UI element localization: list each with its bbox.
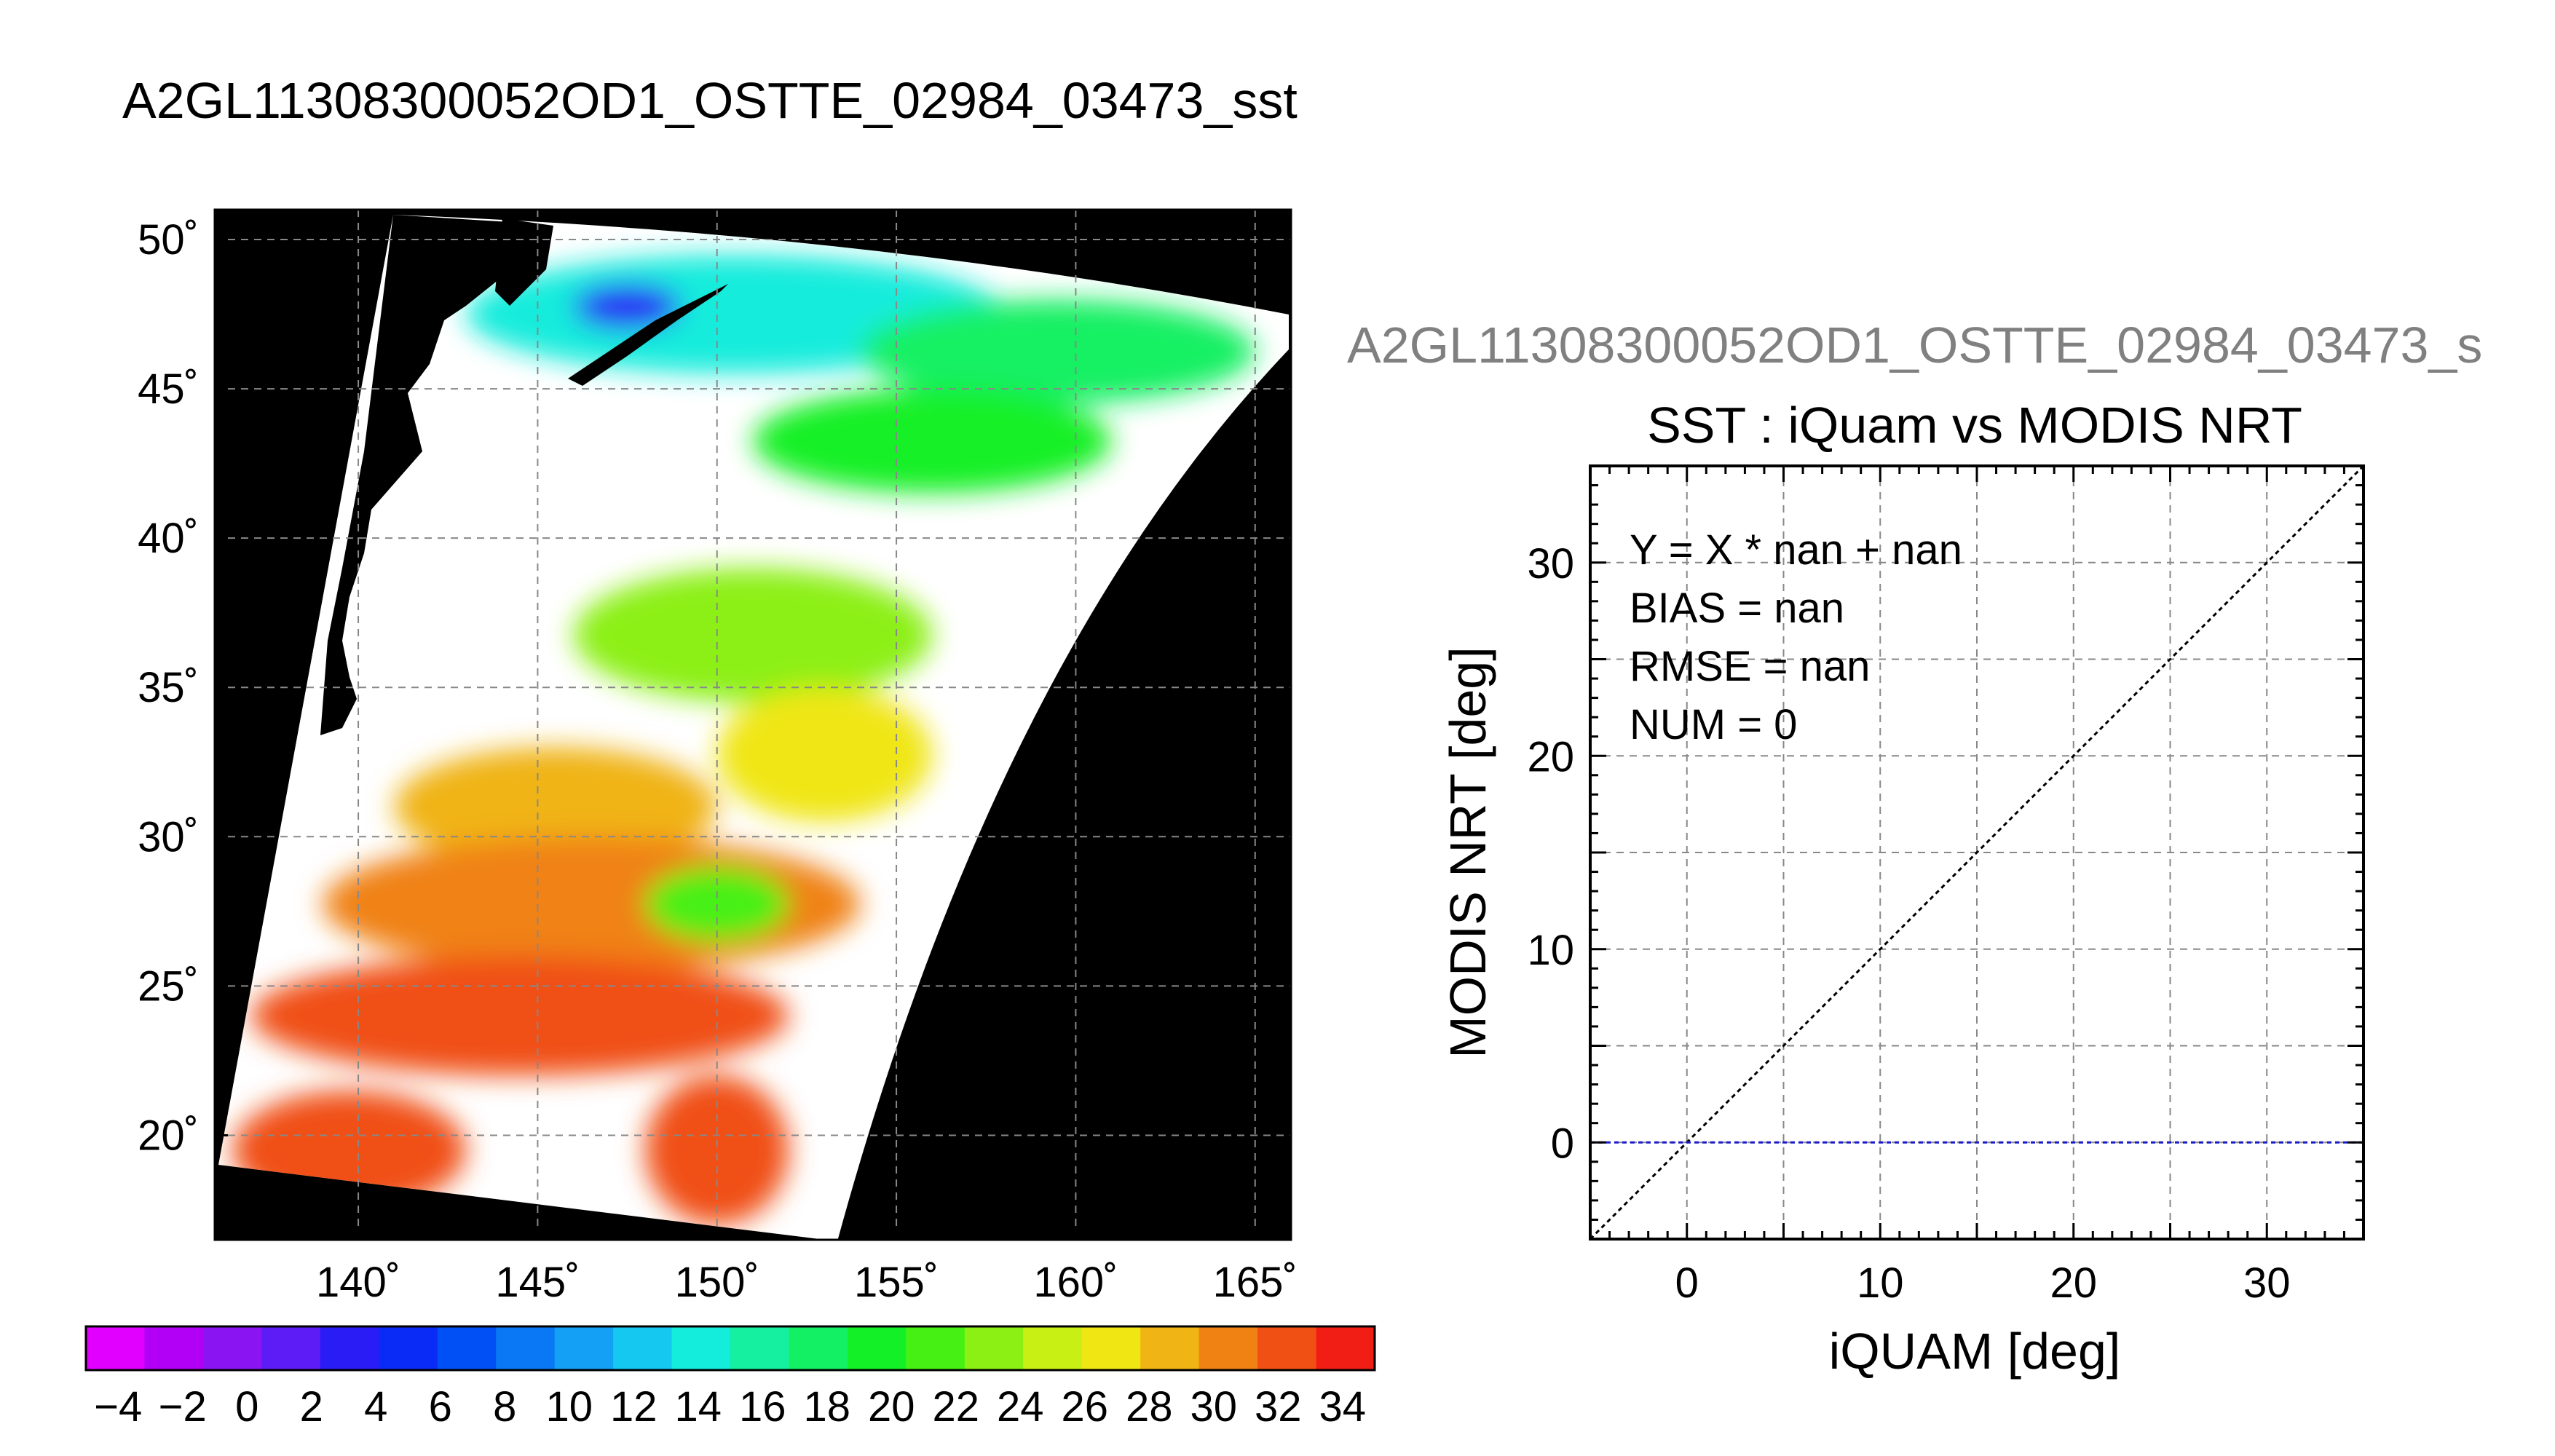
colorbar-cell: [320, 1326, 379, 1370]
scatter-stat-line: Y = X * nan + nan: [1630, 526, 1962, 574]
colorbar-cell: [1316, 1326, 1375, 1370]
colorbar-frame: [84, 1325, 1376, 1372]
sst-region: [573, 284, 682, 330]
sst-region: [250, 956, 789, 1076]
colorbar-tick-label: 24: [997, 1383, 1044, 1431]
colorbar-tick-label: −4: [94, 1383, 142, 1431]
colorbar-cell: [1257, 1326, 1317, 1370]
map-x-tick-label: 155˚: [854, 1259, 939, 1306]
colorbar-cell: [1198, 1326, 1258, 1370]
scatter-x-tick-label: 10: [1857, 1259, 1904, 1307]
scatter-frame: [1589, 464, 2365, 1241]
colorbar-tick-label: 6: [429, 1383, 452, 1431]
map-y-tick-label: 45˚: [138, 365, 199, 413]
map-x-tick-label: 165˚: [1213, 1259, 1298, 1306]
colorbar-cell: [379, 1326, 438, 1370]
colorbar-tick-label: 4: [364, 1383, 387, 1431]
colorbar-cell: [86, 1326, 145, 1370]
colorbar-cell: [789, 1326, 848, 1370]
colorbar-tick-label: 30: [1190, 1383, 1237, 1431]
map-x-tick-label: 160˚: [1033, 1259, 1118, 1306]
map-y-tick-label: 25˚: [138, 962, 199, 1010]
map-y-tick-label: 30˚: [138, 813, 199, 860]
colorbar-cell: [437, 1326, 497, 1370]
colorbar-cell: [202, 1326, 262, 1370]
map-y-tick-label: 20˚: [138, 1112, 199, 1159]
colorbar-tick-label: 20: [868, 1383, 915, 1431]
colorbar-tick-label: 0: [235, 1383, 258, 1431]
secondary-title: A2GL11308300052OD1_OSTTE_02984_03473_s: [1347, 317, 2482, 373]
colorbar-cell: [261, 1326, 321, 1370]
colorbar-tick-label: 26: [1061, 1383, 1108, 1431]
scatter-plot: SST : iQuam vs MODIS NRT 0 10 20 300102030 …: [1440, 397, 2365, 1380]
map-y-tick-label: 40˚: [138, 515, 199, 562]
scatter-x-tick-label: 20: [2050, 1259, 2097, 1307]
map-x-tick-label: 145˚: [495, 1259, 580, 1306]
map-x-tick-label: 150˚: [675, 1259, 759, 1306]
scatter-x-tick-label: 30: [2243, 1259, 2291, 1307]
colorbar-tick-label: 14: [674, 1383, 722, 1431]
colorbar-tick-label: 32: [1255, 1383, 1302, 1431]
sst-region: [716, 687, 933, 822]
map-y-tick-label: 50˚: [138, 216, 199, 264]
main-title: A2GL11308300052OD1_OSTTE_02984_03473_sst: [122, 72, 1298, 129]
sst-map: 140˚ 145˚ 150˚ 155˚ 160˚ 165˚ 20˚ 25˚ 30˚ 35˚ 40˚…: [138, 208, 1298, 1306]
colorbar-tick-label: 18: [803, 1383, 850, 1431]
map-frame: [213, 208, 1292, 1241]
colorbar-cell: [730, 1326, 789, 1370]
land-mask-japan: [320, 215, 510, 735]
colorbar-cell: [613, 1326, 673, 1370]
scatter-y-tick-label: 30: [1527, 540, 1574, 587]
colorbar-tick-label: 34: [1319, 1383, 1366, 1431]
sst-region: [573, 568, 933, 703]
colorbar-cell: [847, 1326, 907, 1370]
y-axis-label: MODIS NRT [deg]: [1440, 646, 1496, 1058]
colorbar-tick-label: 10: [545, 1383, 593, 1431]
sst-region: [645, 866, 789, 941]
colorbar-tick-label: 12: [610, 1383, 657, 1431]
colorbar-cell: [144, 1326, 204, 1370]
scatter-stat-line: NUM = 0: [1630, 701, 1797, 748]
map-y-tick-label: 35˚: [138, 664, 199, 711]
map-x-tick-label: 140˚: [316, 1259, 400, 1306]
scatter-stat-line: RMSE = nan: [1630, 643, 1870, 690]
colorbar-tick-label: 2: [300, 1383, 323, 1431]
colorbar-tick-label: 28: [1126, 1383, 1173, 1431]
scatter-y-tick-label: 20: [1527, 733, 1574, 780]
x-axis-label: iQUAM [deg]: [1829, 1323, 2121, 1380]
scatter-x-tick-label: 0: [1675, 1259, 1699, 1307]
colorbar-tick-label: −2: [159, 1383, 207, 1431]
colorbar-tick-label: 8: [493, 1383, 516, 1431]
sst-region: [753, 389, 1112, 494]
scatter-stat-line: BIAS = nan: [1630, 585, 1844, 632]
colorbar-cell: [554, 1326, 614, 1370]
colorbar-cell: [496, 1326, 556, 1370]
identity-line: [1589, 464, 2365, 1241]
colorbar-tick-label: 16: [739, 1383, 786, 1431]
colorbar-cell: [1140, 1326, 1200, 1370]
colorbar-tick-label: 22: [932, 1383, 979, 1431]
colorbar-cell: [964, 1326, 1024, 1370]
scatter-y-tick-label: 10: [1527, 927, 1574, 974]
colorbar-cell: [671, 1326, 731, 1370]
land-mask-kuril: [568, 284, 728, 386]
sst-region: [645, 1075, 789, 1225]
colorbar-cell: [1081, 1326, 1141, 1370]
sst-region: [860, 299, 1255, 404]
scatter-y-tick-label: 0: [1551, 1120, 1574, 1167]
scatter-title: SST : iQuam vs MODIS NRT: [1647, 397, 2302, 454]
colorbar-cell: [906, 1326, 965, 1370]
colorbar-cell: [1023, 1326, 1083, 1370]
colorbar: −4 −2 0 2 4 6 8 10 12 14 16 18 20 22 24 26 28 30 32 34: [84, 1325, 1376, 1431]
